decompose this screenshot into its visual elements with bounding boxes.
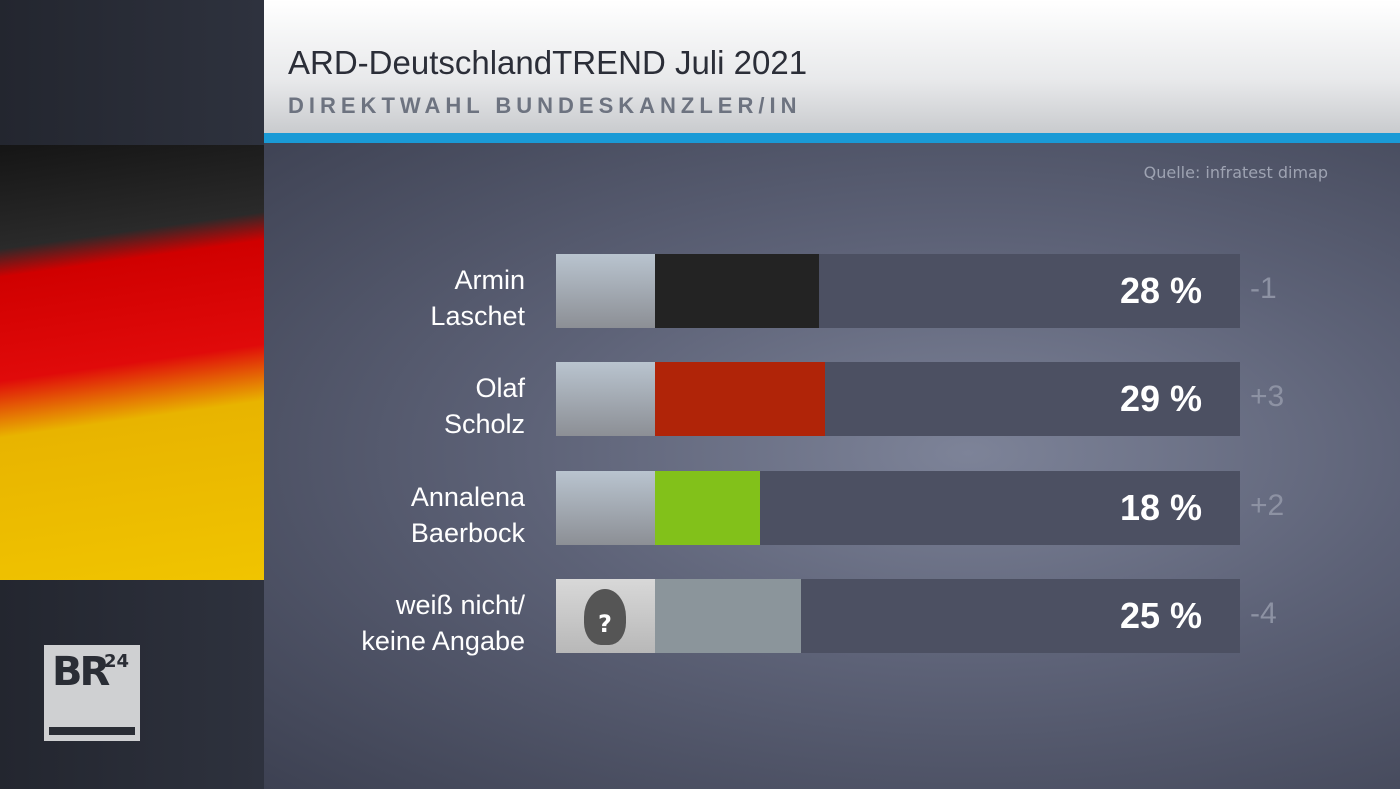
category-label-line2: Laschet [430, 301, 525, 331]
value-label: 29 % [1119, 378, 1202, 419]
header-divider [264, 133, 1400, 143]
value-label: 28 % [1119, 270, 1202, 311]
category-label: Armin Laschet [430, 262, 525, 334]
bar-track: 29 % [655, 362, 1240, 436]
value-label: 18 % [1119, 487, 1202, 528]
br24-logo: BR 24 [44, 645, 140, 741]
change-label: -1 [1250, 272, 1277, 305]
logo-number: 24 [104, 651, 130, 672]
bar [655, 254, 819, 328]
category-label-line2: Scholz [443, 409, 525, 439]
bar-row: Annalena Baerbock 18 % +2 [264, 471, 1400, 548]
unknown-person-icon: ? [556, 579, 655, 653]
source-label: Quelle: infratest dimap [1143, 163, 1328, 182]
category-label-line2: Baerbock [410, 518, 525, 548]
bar [655, 471, 761, 545]
bar [655, 362, 825, 436]
value-label: 25 % [1119, 595, 1202, 636]
change-label: +3 [1250, 380, 1285, 413]
change-label: +2 [1250, 489, 1285, 522]
left-panel: BR 24 [0, 0, 264, 789]
bar-row: weiß nicht/keine Angabe ? 25 % -4 [264, 579, 1400, 656]
logo-text: BR [52, 649, 110, 695]
category-label: Annalena Baerbock [411, 479, 525, 551]
page-title: ARD-DeutschlandTREND Juli 2021 [288, 44, 808, 81]
bar-row: Olaf Scholz 29 % +3 [264, 362, 1400, 439]
category-label-line1: Olaf [475, 373, 525, 403]
change-label: -4 [1250, 597, 1277, 630]
category-label-line1: Annalena [410, 482, 525, 512]
candidate-photo [556, 362, 655, 436]
candidate-photo [556, 254, 655, 328]
page-subtitle: DIREKTWAHL BUNDESKANZLER/IN [288, 93, 802, 118]
bar-row: Armin Laschet 28 % -1 [264, 254, 1400, 331]
category-label-line1: Armin [454, 265, 525, 295]
category-label-line1: weiß nicht/ [395, 590, 525, 620]
candidate-photo [556, 471, 655, 545]
chart-area: Quelle: infratest dimap Armin Laschet 28 … [264, 143, 1400, 789]
bar-track: 28 % [655, 254, 1240, 328]
header: ARD-DeutschlandTREND Juli 2021 DIREKTWAH… [264, 0, 1400, 133]
bar-track: 25 % [655, 579, 1240, 653]
german-flag-image [0, 145, 264, 580]
bar-track: 18 % [655, 471, 1240, 545]
category-label: Olaf Scholz [444, 370, 525, 442]
bar [655, 579, 802, 653]
logo-bar [49, 727, 135, 735]
category-label: weiß nicht/keine Angabe [361, 587, 525, 659]
category-label-line2: keine Angabe [361, 626, 525, 656]
